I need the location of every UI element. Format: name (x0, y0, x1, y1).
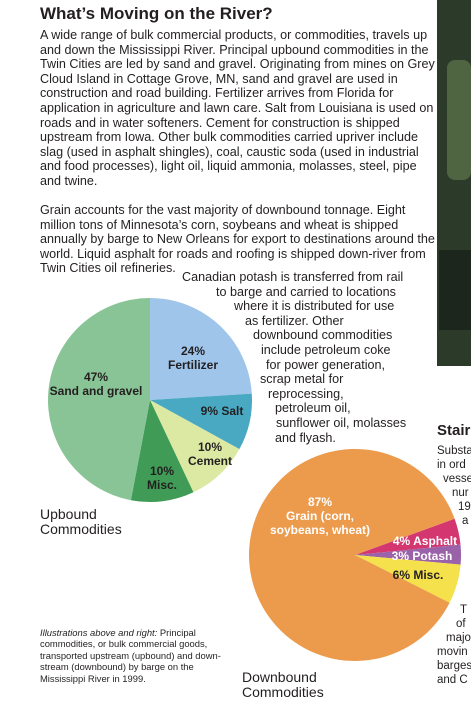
slice-value-label: 6% (392, 568, 410, 582)
note-line: as fertilizer. Other (245, 313, 344, 328)
slice-label: 10% Misc. (107, 464, 217, 492)
sidebar-line: majo (446, 632, 471, 644)
slice-value-label: 24% (180, 344, 206, 358)
slice-category: Salt (221, 404, 244, 418)
note-line: downbound commodities (253, 328, 393, 343)
sidebar-line: a (462, 515, 469, 527)
sidebar-line: T (460, 604, 468, 616)
slice-value-label: 87% (307, 495, 333, 509)
paragraph: A wide range of bulk commercial products… (40, 28, 435, 188)
slice-value-label: 10% (197, 440, 223, 454)
slice-label: 10% Cement (155, 440, 265, 468)
slice-label: 3% Potash (392, 549, 453, 563)
slice-category: Fertilizer (167, 358, 218, 372)
note-line: and flyash. (275, 430, 336, 445)
chart-title: Downbound Commodities (242, 669, 324, 700)
slice-label: 6% Misc. (393, 568, 444, 582)
slice-category: Misc. (413, 568, 444, 582)
note-line: where it is distributed for use (234, 299, 395, 314)
photo-foliage (447, 60, 471, 180)
note-line: reprocessing, (268, 386, 344, 401)
slice-value-label: 3% (391, 549, 409, 563)
pie-slice (355, 544, 462, 565)
pie-slice (150, 393, 252, 450)
paragraph: Grain accounts for the vast majority of … (40, 203, 435, 276)
caption-text: Principal commodities, or bulk commercia… (40, 627, 221, 684)
note-line: Canadian potash is transferred from rail (182, 270, 404, 284)
slice-value-label: 47% (83, 370, 109, 384)
slice-label: 47% Sand and gravel (41, 370, 151, 398)
pie-slice (150, 298, 252, 400)
slice-label: 87% Grain (corn, soybeans, wheat) (265, 495, 375, 537)
chart-title: Upbound Commodities (40, 506, 122, 537)
note-line: for power generation, (266, 357, 386, 372)
slice-label: 4% Asphalt (393, 534, 457, 548)
pie-slice (249, 449, 455, 661)
note-line: to barge and carried to locations (216, 284, 396, 299)
note-line: scrap metal for (260, 372, 344, 387)
sidebar-line: vesse (443, 473, 471, 485)
slice-category: Asphalt (413, 534, 458, 548)
pie-slice (47, 298, 151, 501)
sidebar-line: in ord (437, 459, 466, 471)
sidebar-line: Substa (437, 445, 471, 457)
sidebar-line: 19 (458, 501, 471, 513)
sidebar-line: nur (452, 487, 469, 499)
sidebar-line: and C (437, 674, 468, 686)
photo (437, 0, 471, 366)
slice-value-label: 4% (392, 534, 411, 548)
slice-category: Potash (412, 549, 453, 563)
title: What’s Moving on the River? (40, 4, 273, 23)
caption: Illustrations above and right: Principal… (40, 627, 240, 684)
pie-slice (150, 400, 240, 493)
slice-category: Sand and gravel (49, 384, 143, 398)
caption-lead: Illustrations above and right: (40, 627, 158, 638)
slice-category: Misc. (146, 478, 177, 492)
slice-value-label: 9% (200, 404, 218, 418)
slice-label: 24% Fertilizer (138, 344, 248, 372)
note-line: sunflower oil, molasses (276, 416, 407, 430)
photo-shadow (439, 250, 471, 330)
pie-slice (355, 555, 461, 603)
pie-slice (355, 518, 461, 555)
note-line: include petroleum coke (261, 343, 391, 357)
slice-value-label: 10% (149, 464, 175, 478)
slice-category: Grain (corn, soybeans, wheat) (269, 509, 371, 537)
sidebar-heading: Stair (437, 422, 471, 439)
note-line: petroleum oil, (275, 401, 351, 416)
pie-slice (130, 400, 194, 503)
sidebar-line: of (456, 618, 466, 630)
sidebar-line: movin (437, 646, 468, 658)
sidebar-line: barges (437, 660, 471, 672)
slice-label: 9% Salt (201, 404, 244, 418)
slice-category: Cement (187, 454, 232, 468)
